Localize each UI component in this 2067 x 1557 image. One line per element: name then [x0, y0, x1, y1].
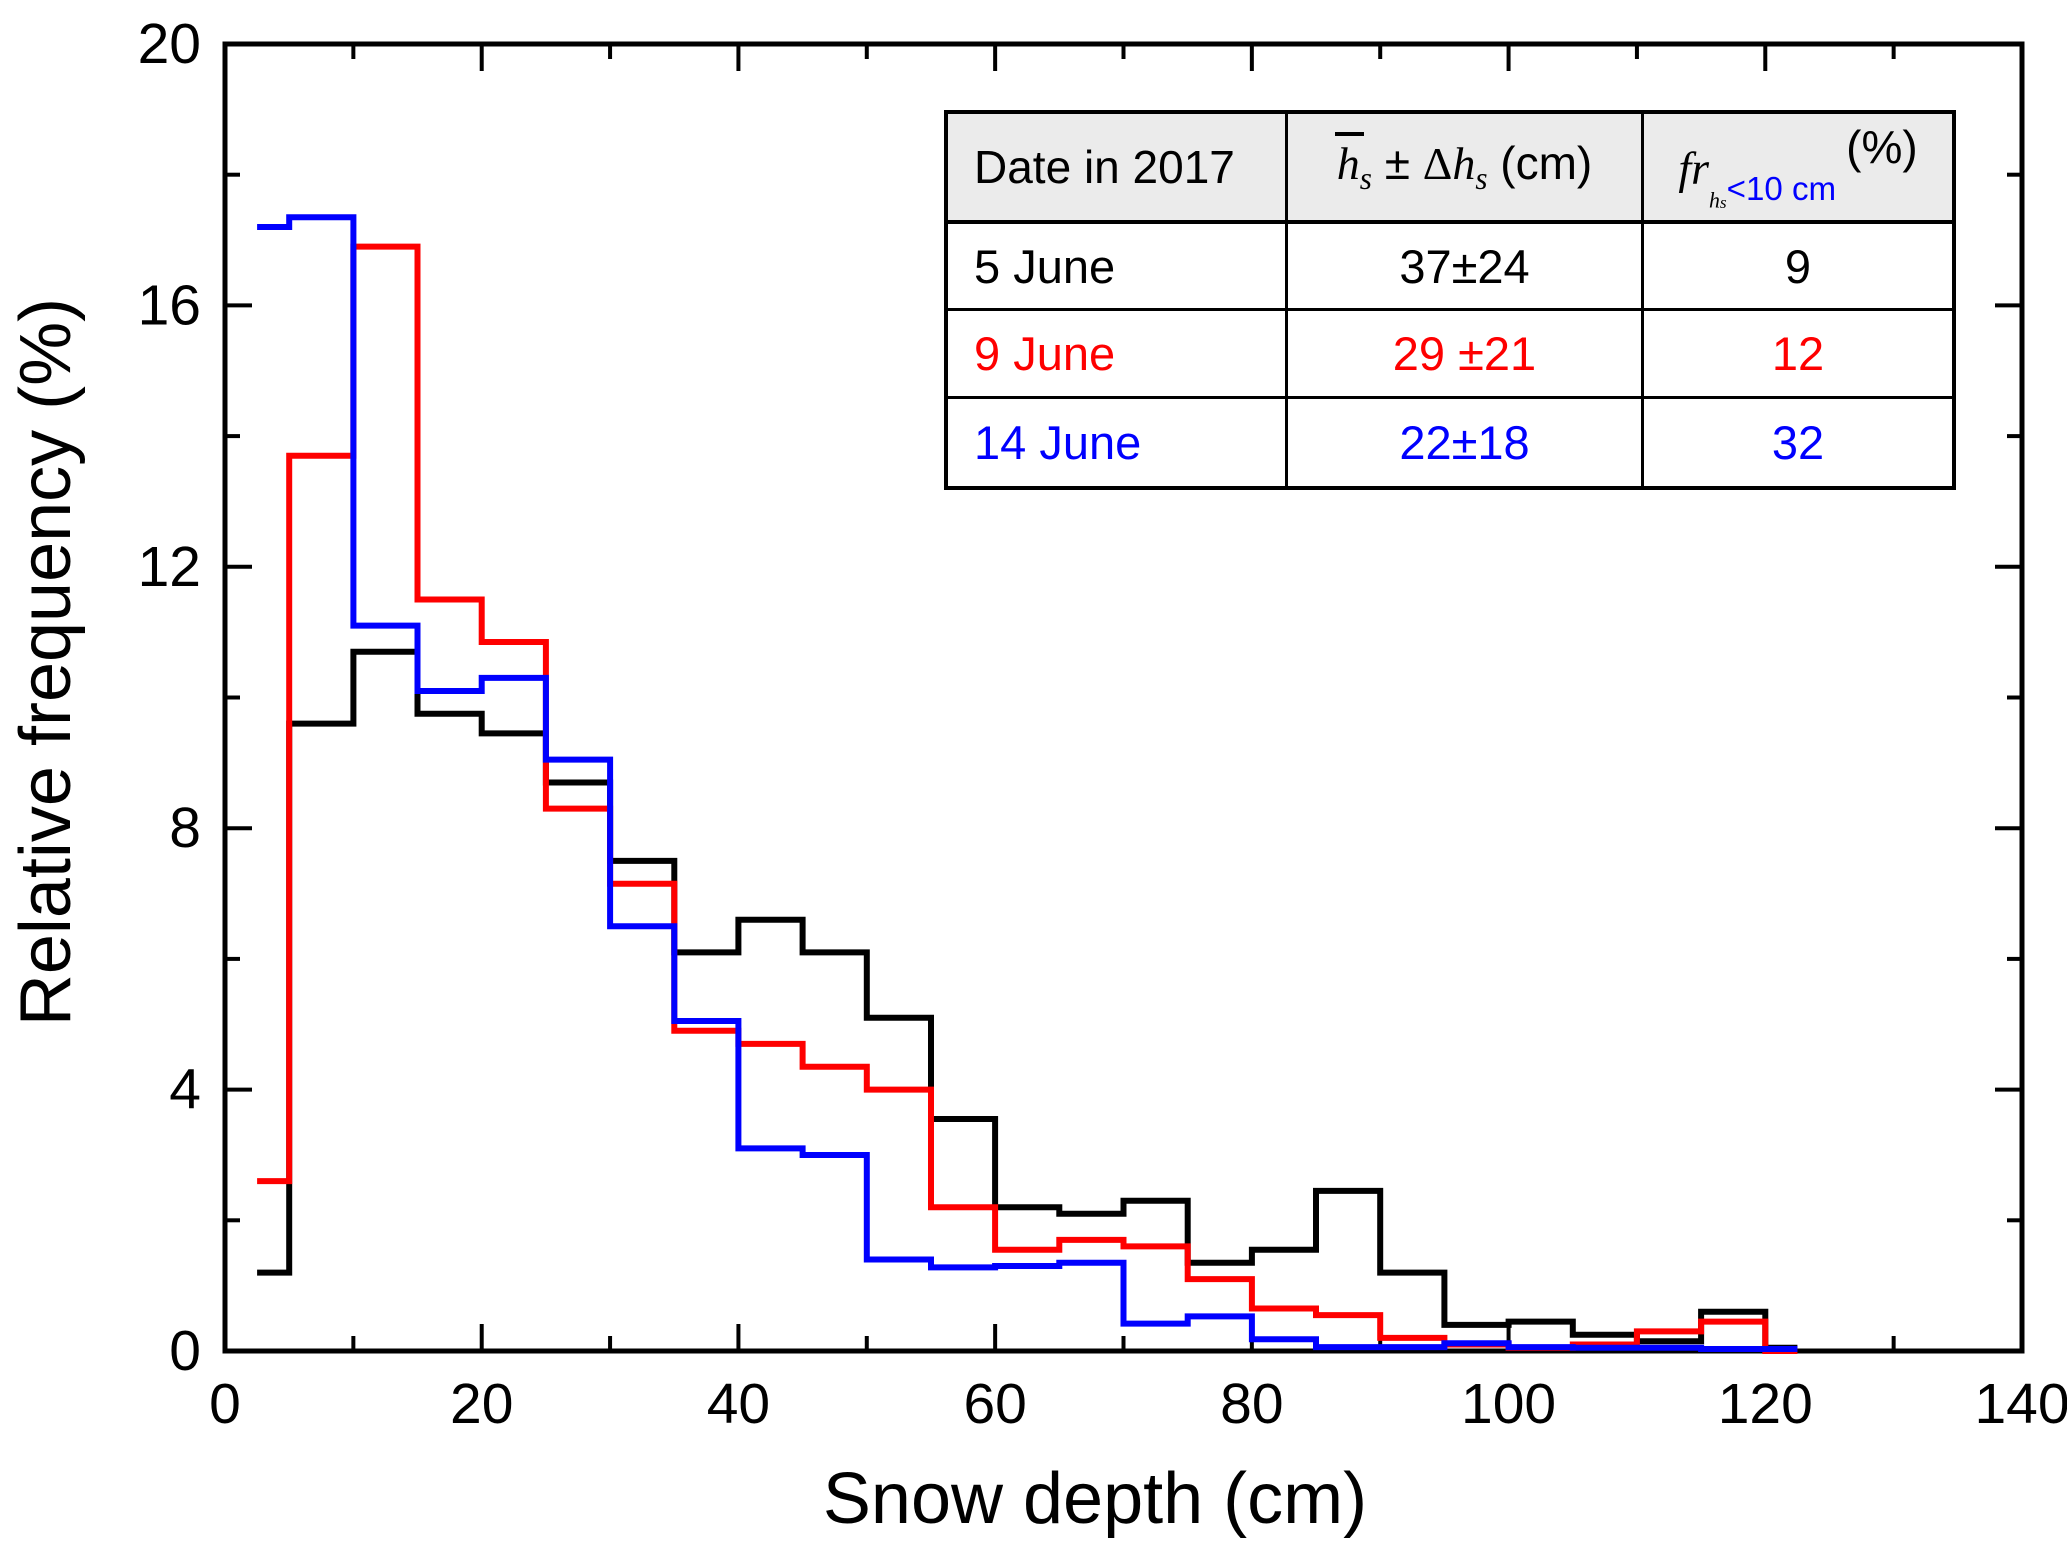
table-row-mean: 37±24 — [1288, 224, 1644, 312]
hs-overline-symbol: h — [1334, 132, 1364, 190]
condition-lt-10cm: <10 cm — [1726, 171, 1837, 209]
y-tick-label: 12 — [138, 535, 201, 599]
x-tick-label: 60 — [963, 1372, 1026, 1436]
y-tick-label: 20 — [138, 12, 201, 76]
table-header-mean-depth: hs ± Δhs (cm) — [1288, 114, 1644, 224]
x-axis-title: Snow depth (cm) — [822, 1459, 1368, 1539]
x-tick-label: 100 — [1461, 1372, 1556, 1436]
table-header-date: Date in 2017 — [948, 114, 1288, 224]
x-tick-label: 40 — [707, 1372, 770, 1436]
table-header-fraction: frhs<10 cm(%) — [1644, 114, 1952, 224]
y-tick-label: 8 — [169, 796, 201, 860]
table-row-fraction: 9 — [1644, 224, 1952, 312]
table-row-date: 5 June — [948, 224, 1288, 312]
table-row-fraction: 32 — [1644, 398, 1952, 486]
y-axis-title: Relative frequency (%) — [6, 297, 86, 1027]
table-row-date: 14 June — [948, 398, 1288, 486]
table-row-mean: 29 ±21 — [1288, 311, 1644, 399]
table-row-mean: 22±18 — [1288, 398, 1644, 486]
y-tick-label: 4 — [169, 1058, 201, 1122]
x-tick-label: 20 — [450, 1372, 513, 1436]
series-14-june — [257, 214, 1798, 1352]
x-tick-label: 0 — [209, 1372, 241, 1436]
series-5-june — [257, 648, 1798, 1351]
y-tick-label: 0 — [169, 1319, 201, 1383]
x-tick-label: 80 — [1220, 1372, 1283, 1436]
x-tick-label: 120 — [1718, 1372, 1813, 1436]
y-tick-label: 16 — [138, 273, 201, 337]
table-row-date: 9 June — [948, 311, 1288, 399]
x-tick-label: 140 — [1974, 1372, 2067, 1436]
statistics-inset-table: Date in 2017 hs ± Δhs (cm) frhs<10 cm(%)… — [944, 110, 1956, 490]
table-row-fraction: 12 — [1644, 311, 1952, 399]
